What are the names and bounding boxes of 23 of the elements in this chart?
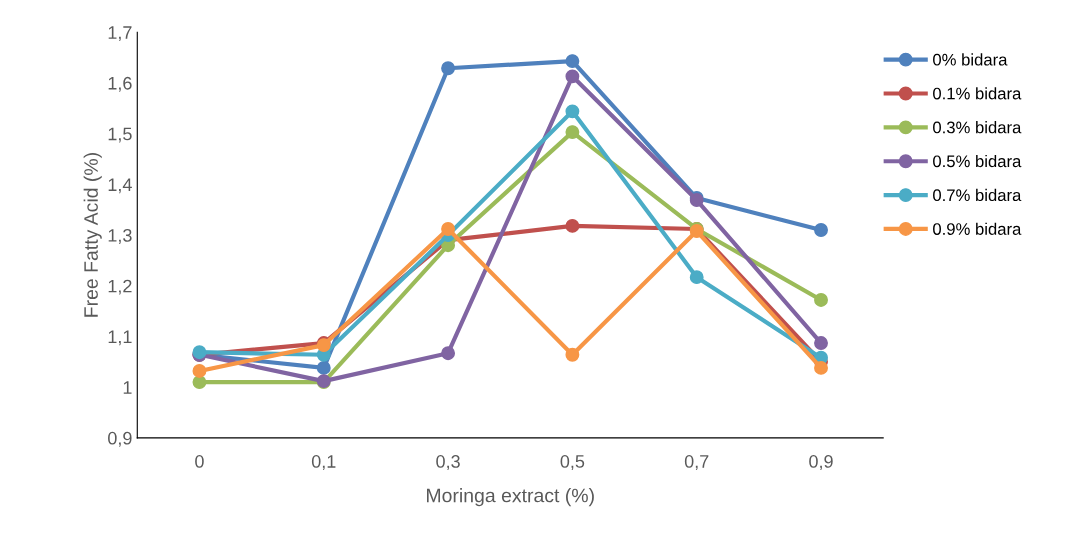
y-tick-label: 1,6 [108,76,132,92]
y-tick-label: 1,5 [108,127,132,143]
x-tick-label: 0,9 [809,455,833,470]
y-tick-label: 1,1 [108,330,132,346]
legend-label: 0.1% bidara [933,87,1022,100]
legend-label: 0.9% bidara [933,222,1022,235]
x-tick-label: 0,7 [684,455,709,470]
y-tick-label: 1,3 [108,228,132,244]
legend-label: 0.5% bidara [933,154,1022,168]
legend-label: 0% bidara [933,53,1008,66]
x-tick-label: 0,5 [560,455,585,470]
y-tick-label: 1,2 [108,279,132,295]
x-tick-label: 0,3 [436,455,460,470]
x-tick-label: 0 [195,455,204,468]
y-tick-label: 1 [123,381,132,394]
x-tick-label: 0,1 [311,455,336,470]
y-tick-label: 1,4 [108,178,132,194]
y-tick-label: 1,7 [108,26,132,42]
legend-label: 0.7% bidara [933,188,1022,202]
y-axis-title: Free Fatty Acid (%) [83,153,102,317]
x-axis-title: Moringa extract (%) [427,488,594,507]
legend-label: 0.3% bidara [933,121,1022,134]
y-tick-label: 0,9 [108,431,132,447]
